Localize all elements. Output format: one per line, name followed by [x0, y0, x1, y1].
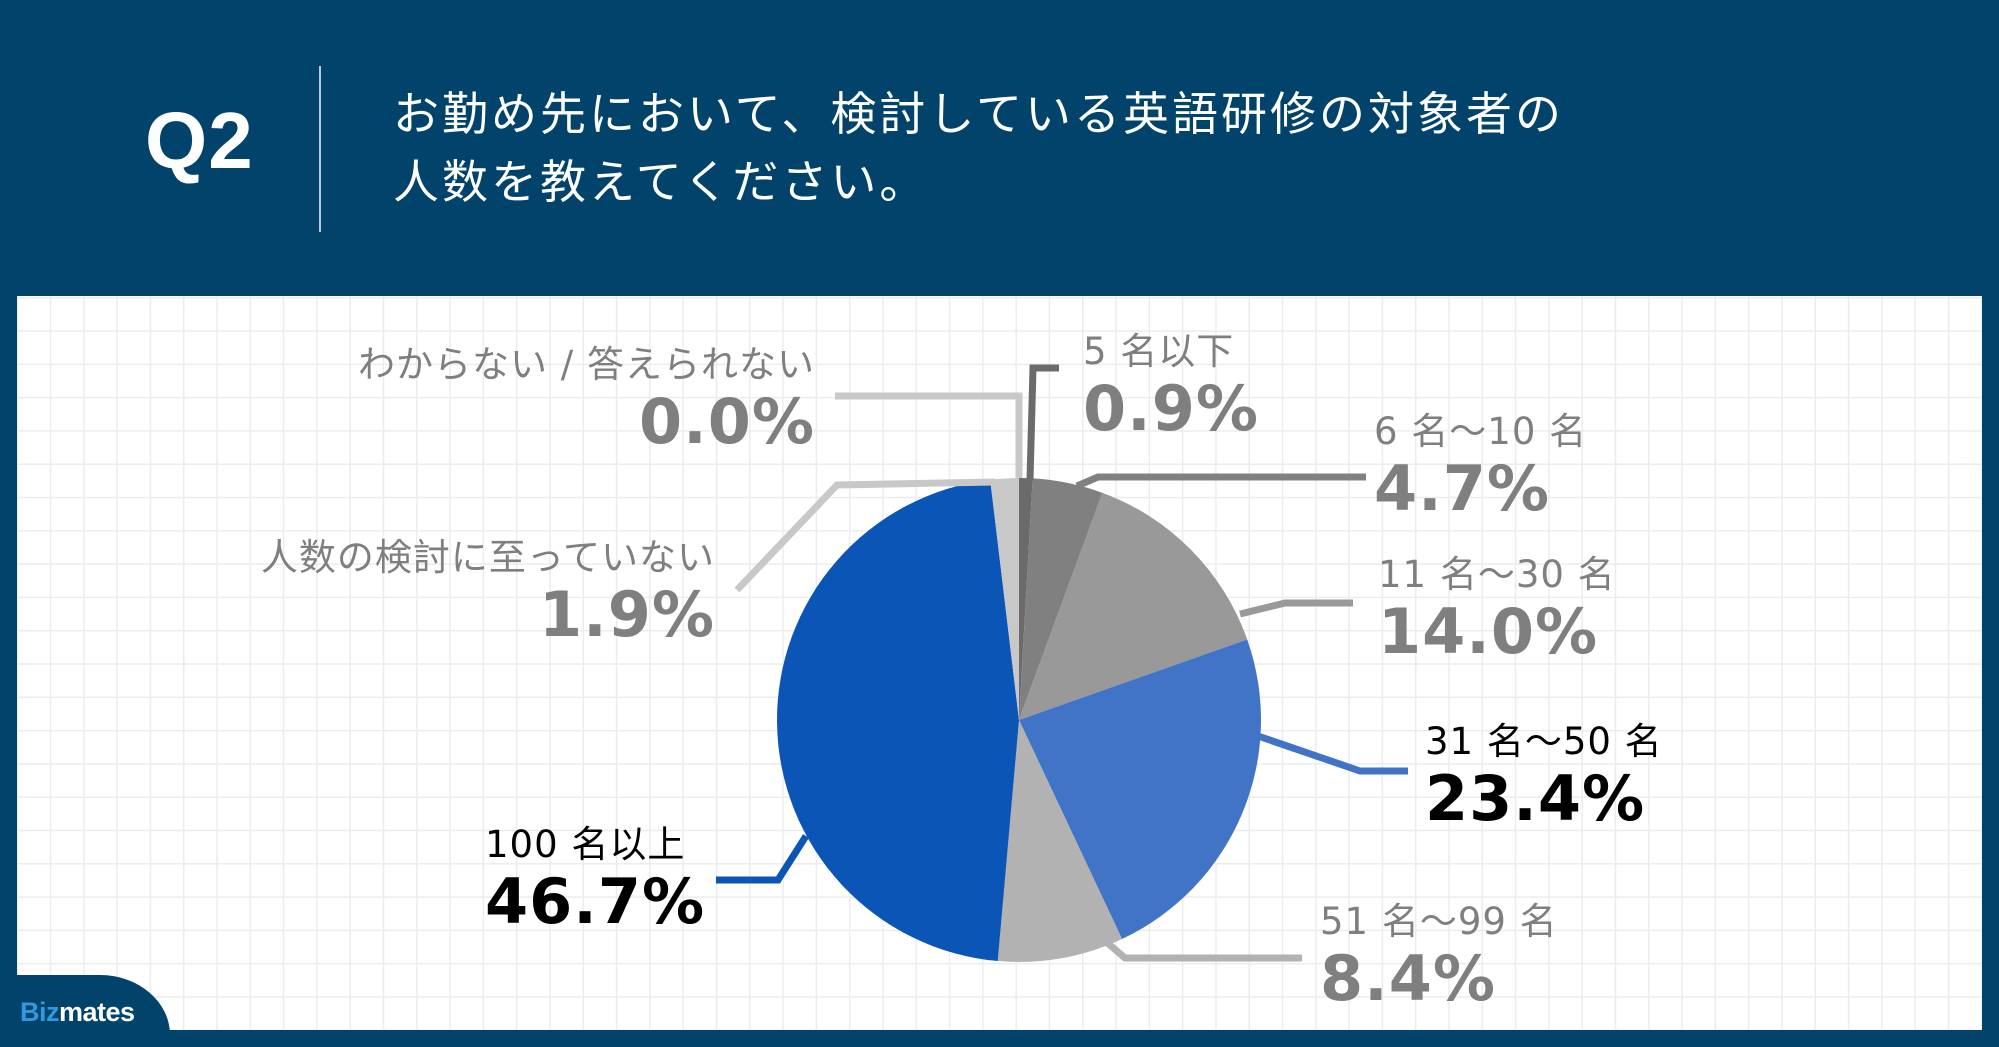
logo-tab — [0, 975, 170, 1047]
label-percentage: 0.0% — [639, 385, 815, 458]
header: Q2 お勤め先において、検討している英語研修の対象者の 人数を教えてください。 — [0, 0, 1999, 296]
label-percentage: 4.7% — [1374, 452, 1550, 525]
label-percentage: 8.4% — [1320, 942, 1496, 1015]
pie-slice — [1019, 478, 1103, 720]
label-category: 5 名以下 — [1083, 330, 1235, 373]
label-31-50: 31 名〜50 名 23.4% — [1425, 720, 1663, 834]
label-not-considered: 人数の検討に至っていない 1.9% — [190, 536, 715, 650]
leader-line-31-50 — [1256, 732, 1408, 775]
label-category: 11 名〜30 名 — [1378, 553, 1616, 596]
leader-line-not-considered — [734, 478, 996, 593]
label-category: 6 名〜10 名 — [1374, 410, 1588, 453]
label-percentage: 23.4% — [1425, 762, 1646, 835]
leader-line-100-plus — [716, 834, 809, 884]
leader-line-11-30 — [1239, 599, 1353, 618]
label-percentage: 14.0% — [1378, 595, 1599, 668]
label-11-30: 11 名〜30 名 14.0% — [1378, 553, 1616, 667]
label-51-99: 51 名〜99 名 8.4% — [1320, 900, 1558, 1014]
question-text: お勤め先において、検討している英語研修の対象者の 人数を教えてください。 — [393, 80, 1693, 216]
logo-part-biz: Biz — [20, 997, 60, 1027]
question-line-2: 人数を教えてください。 — [393, 155, 929, 209]
header-divider — [319, 66, 321, 232]
label-unknown: わからない / 答えられない 0.0% — [290, 343, 815, 457]
label-5-or-less: 5 名以下 0.9% — [1083, 330, 1259, 444]
label-category: 51 名〜99 名 — [1320, 900, 1558, 943]
question-line-1: お勤め先において、検討している英語研修の対象者の — [393, 87, 1564, 141]
pie-slice — [1019, 492, 1248, 720]
leader-line-6-10 — [1075, 473, 1366, 490]
bizmates-logo: Bizmates — [20, 997, 135, 1028]
pie-slices — [777, 478, 1261, 962]
pie-slice — [1019, 478, 1033, 720]
label-6-10: 6 名〜10 名 4.7% — [1374, 410, 1587, 524]
label-category: 100 名以上 — [485, 823, 686, 866]
pie-slice — [777, 479, 1019, 962]
pie-slice — [990, 478, 1019, 720]
leader-line-unknown — [835, 392, 1023, 478]
label-percentage: 46.7% — [485, 865, 706, 938]
label-category: わからない / 答えられない — [358, 343, 815, 386]
logo-part-mates: mates — [59, 997, 135, 1027]
pie-slice — [1019, 639, 1261, 939]
leader-lines — [716, 364, 1408, 962]
label-percentage: 1.9% — [539, 578, 715, 651]
question-number: Q2 — [145, 96, 254, 185]
leader-line-5-or-less — [1026, 364, 1059, 481]
pie-slice — [997, 720, 1123, 962]
label-percentage: 0.9% — [1083, 372, 1259, 445]
label-category: 人数の検討に至っていない — [260, 536, 715, 579]
label-category: 31 名〜50 名 — [1425, 720, 1663, 763]
label-100-plus: 100 名以上 46.7% — [485, 823, 705, 937]
leader-line-51-99 — [1101, 937, 1302, 962]
